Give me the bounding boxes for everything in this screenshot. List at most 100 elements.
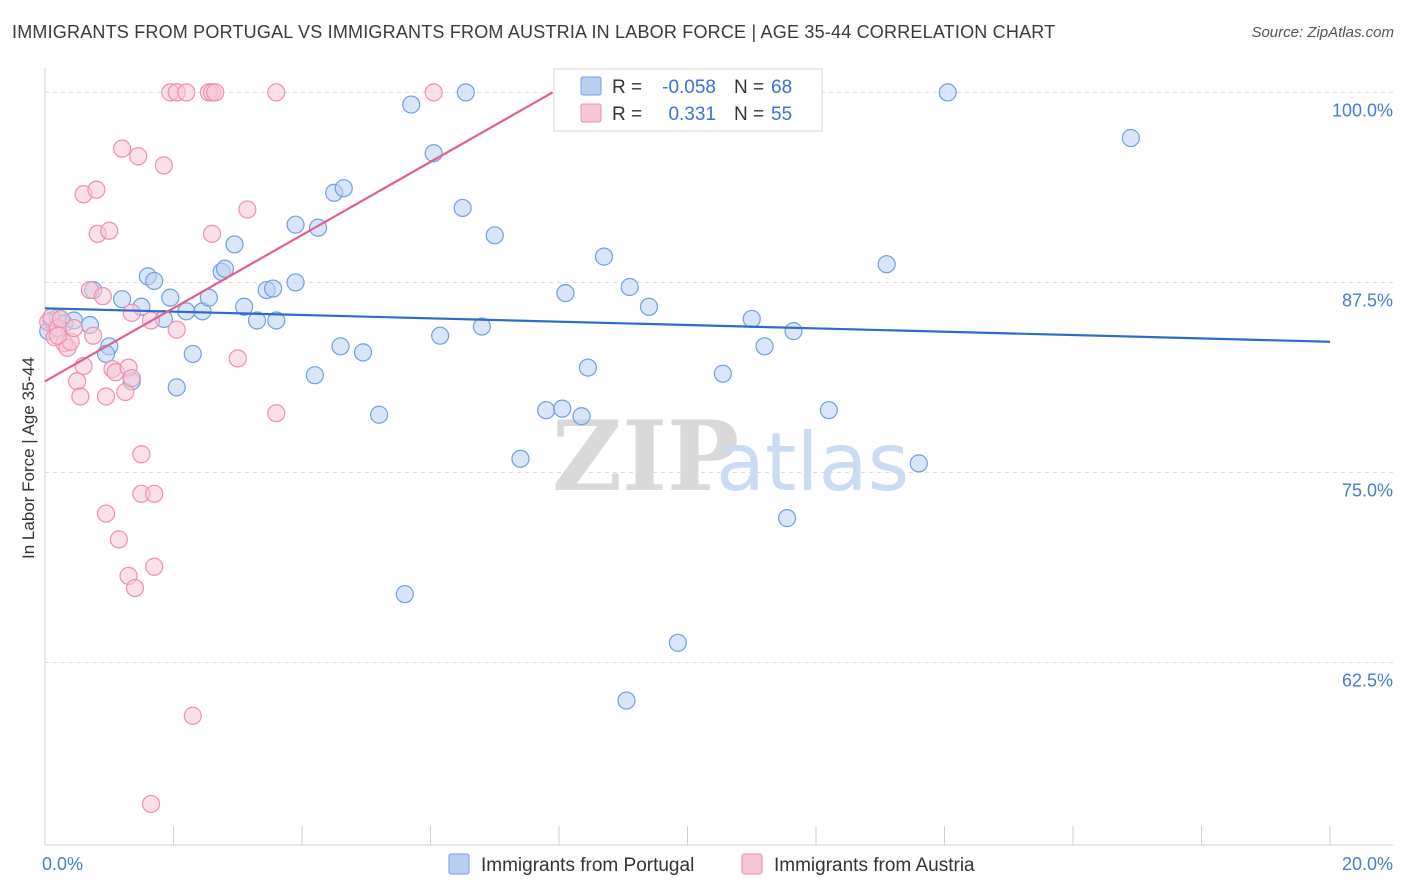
portugal-point	[431, 326, 450, 345]
portugal-point	[594, 247, 614, 266]
portugal-point	[453, 198, 472, 218]
y-tick-labels: 62.5% 75.0% 87.5% 100.0%	[1332, 100, 1393, 690]
austria-point	[267, 83, 286, 102]
austria-point	[183, 706, 202, 725]
portugal-point	[334, 179, 353, 198]
portugal-trend-line	[44, 307, 1331, 343]
portugal-point	[511, 449, 530, 468]
legend-n-label-portugal: N =	[734, 77, 764, 98]
austria-point	[68, 372, 87, 391]
austria-point	[84, 326, 103, 345]
y-tick-label: 87.5%	[1342, 290, 1393, 310]
x-tick-label: 20.0%	[1342, 854, 1393, 874]
portugal-point	[713, 364, 732, 383]
austria-point	[109, 530, 128, 549]
portugal-point	[556, 283, 575, 303]
portugal-point	[353, 343, 373, 362]
austria-point	[177, 83, 196, 102]
portugal-point	[167, 378, 186, 397]
portugal-point	[267, 311, 286, 330]
portugal-point	[572, 407, 591, 426]
source-label: Source: ZipAtlas.com	[1251, 24, 1394, 41]
chart-title: IMMIGRANTS FROM PORTUGAL VS IMMIGRANTS F…	[12, 22, 1056, 42]
x-tick-labels: 0.0% 20.0%	[42, 854, 1393, 874]
portugal-point	[183, 344, 202, 364]
austria-point	[96, 387, 116, 406]
austria-point	[267, 404, 286, 423]
legend-n-label-austria: N =	[734, 104, 764, 125]
austria-point	[96, 504, 116, 523]
correlation-legend: R = -0.058 N = 68 R = 0.331 N = 55	[553, 68, 823, 132]
legend-r-value-portugal: -0.058	[662, 77, 716, 98]
portugal-point	[472, 317, 491, 336]
portugal-point	[639, 297, 659, 316]
series-legend-swatch-austria	[741, 853, 763, 875]
portugal-point	[537, 401, 556, 420]
axes	[44, 68, 1393, 846]
x-tick-label: 0.0%	[42, 854, 83, 874]
portugal-point	[305, 366, 324, 385]
portugal-point	[553, 399, 572, 418]
y-axis-label: In Labor Force | Age 35-44	[19, 357, 38, 559]
trend-lines	[44, 91, 1331, 383]
austria-point	[145, 484, 164, 503]
portugal-point	[286, 215, 305, 234]
austria-point	[93, 287, 112, 306]
watermark-atlas: atlas	[716, 416, 909, 509]
legend-swatch-portugal	[580, 76, 602, 96]
austria-point	[122, 369, 141, 388]
portugal-point	[161, 288, 180, 307]
series-legend-label-portugal: Immigrants from Portugal	[481, 855, 694, 876]
austria-point	[238, 200, 257, 219]
portugal-point	[331, 337, 350, 356]
legend-r-label-austria: R =	[612, 104, 642, 125]
portugal-point	[668, 633, 687, 652]
portugal-point	[370, 405, 389, 424]
portugal-point	[286, 273, 305, 292]
watermark: ZIP atlas	[552, 400, 909, 513]
portugal-point	[819, 401, 838, 420]
austria-point	[64, 318, 84, 338]
austria-point	[129, 147, 148, 166]
series-legend-label-austria: Immigrants from Austria	[774, 855, 975, 876]
austria-point	[100, 221, 119, 240]
y-tick-label: 62.5%	[1342, 671, 1393, 691]
portugal-point	[485, 226, 504, 245]
portugal-point	[215, 259, 234, 278]
austria-point	[202, 224, 222, 243]
austria-point	[167, 320, 186, 339]
portugal-point	[909, 454, 928, 473]
austria-point	[125, 578, 145, 598]
portugal-point	[96, 344, 116, 364]
austria-point	[71, 387, 90, 406]
portugal-point	[225, 235, 244, 254]
austria-point	[132, 445, 151, 464]
portugal-point	[263, 279, 283, 298]
legend-r-label-portugal: R =	[612, 77, 642, 98]
austria-point	[154, 156, 173, 175]
austria-point	[145, 557, 164, 576]
portugal-point	[402, 95, 421, 114]
y-tick-label: 100.0%	[1332, 100, 1393, 120]
austria-point	[424, 83, 443, 102]
portugal-point	[112, 290, 132, 309]
portugal-point	[578, 358, 598, 377]
portugal-point	[784, 322, 803, 341]
austria-point	[87, 180, 106, 199]
legend-n-value-portugal: 68	[771, 77, 792, 98]
portugal-point	[1121, 128, 1140, 148]
portugal-point	[145, 271, 164, 291]
y-tick-label: 75.0%	[1342, 481, 1393, 501]
series-legend: Immigrants from Portugal Immigrants from…	[448, 853, 975, 876]
legend-n-value-austria: 55	[771, 104, 792, 125]
legend-r-value-austria: 0.331	[668, 104, 716, 125]
austria-point	[141, 794, 161, 814]
portugal-point	[877, 255, 896, 274]
legend-swatch-austria	[580, 103, 602, 123]
austria-point	[228, 349, 247, 368]
portugal-point	[395, 585, 414, 604]
portugal-point	[777, 509, 797, 528]
portugal-point	[456, 83, 475, 102]
portugal-point	[235, 297, 254, 316]
